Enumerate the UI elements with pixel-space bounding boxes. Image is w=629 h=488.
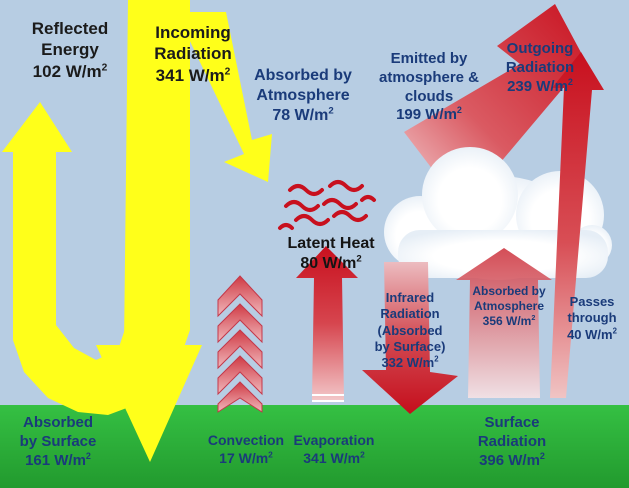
latent-heat-label: Latent Heat 80 W/m2	[276, 234, 386, 274]
sabs-line2: Atmosphere	[473, 299, 544, 313]
surf-rad-exp: 2	[539, 450, 545, 461]
reflected-line2: Energy	[41, 40, 99, 60]
abs-surface-value-text: 161 W/m	[25, 451, 86, 469]
absorbed-atm-exp: 2	[328, 105, 334, 117]
emitted-value: 199 W/m2	[370, 106, 488, 125]
evaporation-value-text: 341 W/m	[303, 449, 361, 466]
outgoing-value-text: 239 W/m	[507, 77, 568, 95]
infrared-line2: Radiation	[380, 306, 440, 322]
reflected-line1: Reflected	[31, 19, 109, 38]
absorbed-atm-value: 78 W/m2	[246, 106, 360, 126]
latent-exp: 2	[356, 253, 362, 265]
infrared-line4: by Surface)	[374, 338, 446, 354]
absorbed-surface-label: Absorbed by Surface 161 W/m2	[6, 414, 110, 470]
absorbed-atmosphere-label: Absorbed by Atmosphere 78 W/m2	[246, 66, 360, 126]
infrared-value-text: 332 W/m	[381, 355, 435, 370]
infrared-value: 332 W/m2	[366, 355, 454, 371]
incoming-value-text: 341 W/m	[155, 65, 225, 85]
infrared-line1: Infrared	[385, 290, 435, 305]
evaporation-arrow	[296, 246, 358, 400]
abs-surface-line1: Absorbed	[22, 414, 93, 431]
surface-absorbed-atm-label: Absorbed by Atmosphere 356 W/m2	[466, 284, 552, 329]
abs-surface-exp: 2	[85, 450, 91, 461]
outgoing-value: 239 W/m2	[490, 76, 590, 97]
absorbed-atm-line1: Absorbed by	[254, 67, 352, 84]
surface-absorbed-atmosphere-arrow	[456, 248, 552, 398]
reflected-value-text: 102 W/m	[32, 61, 102, 81]
latent-heat-squiggles	[278, 180, 376, 230]
outgoing-label: Outgoing Radiation 239 W/m2	[490, 40, 590, 96]
outgoing-line2: Radiation	[505, 58, 575, 76]
convection-value: 17 W/m2	[198, 450, 294, 468]
latent-value-text: 80 W/m	[300, 255, 357, 272]
reflected-energy-label: Reflected Energy 102 W/m2	[22, 18, 118, 82]
passes-exp: 2	[612, 326, 617, 336]
emitted-line3: clouds	[404, 87, 454, 105]
surface-radiation-label: Surface Radiation 396 W/m2	[460, 414, 564, 470]
incoming-exp: 2	[224, 65, 231, 77]
passes-value: 40 W/m2	[560, 327, 624, 343]
infrared-exp: 2	[434, 354, 439, 364]
latent-line1: Latent Heat	[287, 235, 375, 252]
emitted-line1: Emitted by	[390, 50, 468, 67]
evaporation-base-lines	[312, 394, 344, 402]
outgoing-line1: Outgoing	[506, 40, 574, 57]
reflected-value: 102 W/m2	[22, 61, 118, 82]
passes-through-label: Passes through 40 W/m2	[560, 294, 624, 343]
absorbed-by-atmosphere-arrow	[176, 12, 272, 182]
evaporation-value: 341 W/m2	[288, 450, 380, 468]
emitted-label: Emitted by atmosphere & clouds 199 W/m2	[370, 50, 488, 125]
convection-exp: 2	[268, 448, 273, 459]
incoming-value: 341 W/m2	[137, 65, 249, 86]
absorbed-atm-value-text: 78 W/m	[272, 107, 329, 124]
convection-label: Convection 17 W/m2	[198, 432, 294, 467]
sabs-value: 356 W/m2	[466, 314, 552, 329]
evaporation-exp: 2	[360, 448, 365, 459]
infrared-radiation-arrow	[362, 262, 458, 414]
incoming-radiation-arrow	[96, 0, 202, 462]
infrared-label: Infrared Radiation (Absorbed by Surface)…	[366, 290, 454, 371]
passes-value-text: 40 W/m	[567, 326, 613, 342]
ground	[0, 405, 629, 488]
convection-line1: Convection	[207, 432, 285, 448]
abs-surface-line2: by Surface	[19, 432, 97, 450]
passes-through-arrow	[550, 52, 604, 398]
latent-value: 80 W/m2	[276, 254, 386, 274]
absorbed-atm-line2: Atmosphere	[256, 87, 350, 104]
sabs-value-text: 356 W/m	[482, 314, 532, 328]
infrared-line3: (Absorbed	[377, 322, 443, 338]
convection-chevrons	[217, 275, 263, 413]
surf-rad-line1: Surface	[484, 414, 540, 431]
incoming-radiation-label: Incoming Radiation 341 W/m2	[137, 22, 249, 86]
incoming-line1: Incoming	[155, 23, 231, 42]
surf-rad-value: 396 W/m2	[460, 450, 564, 471]
abs-surface-value: 161 W/m2	[6, 450, 110, 471]
sabs-exp: 2	[531, 313, 536, 322]
evaporation-label: Evaporation 341 W/m2	[288, 432, 380, 467]
reflected-exp: 2	[101, 61, 108, 73]
emitted-line2: atmosphere &	[378, 68, 480, 86]
incoming-line2: Radiation	[154, 44, 232, 64]
emitted-value-text: 199 W/m	[396, 106, 457, 124]
cloud	[384, 147, 612, 280]
passes-line1: Passes	[569, 294, 615, 309]
surf-rad-value-text: 396 W/m	[479, 451, 540, 469]
passes-line2: through	[567, 310, 617, 326]
sabs-line1: Absorbed by	[472, 284, 546, 298]
outgoing-exp: 2	[567, 76, 573, 87]
convection-value-text: 17 W/m	[219, 449, 269, 466]
evaporation-line1: Evaporation	[293, 432, 375, 448]
surf-rad-line2: Radiation	[477, 432, 547, 450]
emitted-exp: 2	[456, 105, 462, 116]
